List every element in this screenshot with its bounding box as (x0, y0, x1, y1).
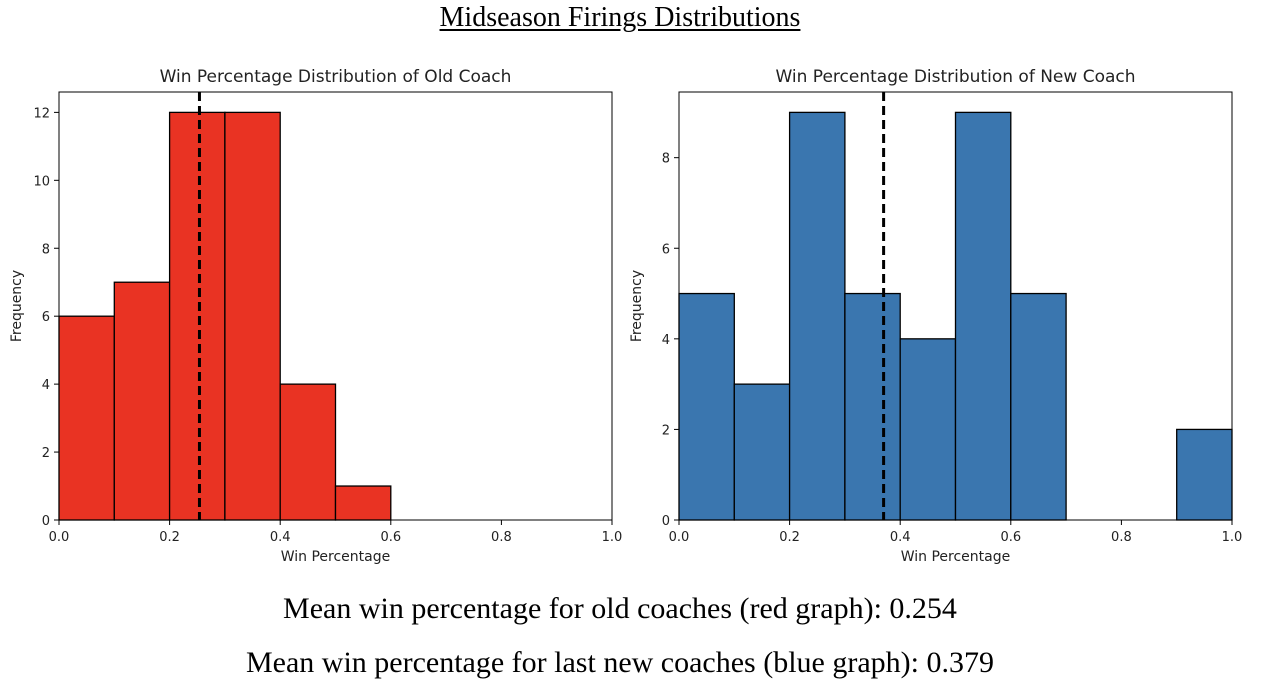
x-tick-label: 0.4 (890, 530, 911, 545)
y-tick-label: 4 (662, 333, 670, 348)
y-tick-label: 4 (42, 378, 50, 393)
x-tick-label: 0.2 (159, 530, 180, 545)
histogram-charts: 0.0 0.2 0.4 0.6 0.8 1.0 0 2 4 6 8 10 12 Win Percentag… (9, 67, 1242, 565)
y-tick-label: 0 (42, 514, 50, 529)
histogram-bar (1010, 292, 1067, 521)
x-tick-label: 0.6 (1000, 530, 1021, 545)
histogram-bar (58, 315, 115, 521)
chart-title: Win Percentage Distribution of New Coach (775, 67, 1135, 87)
chart-new: 0.0 0.2 0.4 0.6 0.8 1.0 0 2 4 6 8 Win Percentage Di… (629, 67, 1242, 565)
x-tick-label: 0.0 (49, 530, 70, 545)
x-tick-label: 0.2 (779, 530, 800, 545)
histogram-bar (678, 292, 735, 521)
histogram-bar (733, 383, 791, 521)
y-tick-label: 12 (33, 106, 50, 121)
page-title: Midseason Firings Distributions (0, 2, 1240, 34)
y-tick-label: 8 (662, 152, 670, 167)
histogram-bar (788, 111, 846, 521)
y-tick-label: 2 (662, 423, 670, 438)
caption-new-mean: Mean win percentage for last new coaches… (245, 646, 995, 679)
histogram-bar (844, 292, 901, 521)
histogram-bar (954, 111, 1012, 521)
caption-old-mean: Mean win percentage for old coaches (red… (283, 592, 957, 625)
plot-frame (678, 91, 1233, 521)
histogram-bar (168, 111, 226, 521)
x-tick-label: 0.6 (380, 530, 401, 545)
chart-title: Win Percentage Distribution of Old Coach (160, 67, 512, 87)
y-axis-label: Frequency (9, 270, 25, 342)
x-tick-label: 0.4 (270, 530, 291, 545)
y-tick-label: 2 (42, 446, 50, 461)
page-title-text: Midseason Firings Distributions (439, 2, 801, 33)
plot-frame (58, 91, 613, 521)
x-axis-label: Win Percentage (281, 549, 391, 565)
x-axis-label: Win Percentage (901, 549, 1011, 565)
y-tick-label: 8 (42, 242, 50, 257)
x-tick-label: 1.0 (1222, 530, 1243, 545)
histogram-bar (113, 281, 171, 521)
histogram-bar (334, 485, 392, 521)
y-tick-label: 10 (33, 174, 50, 189)
y-tick-label: 0 (662, 514, 670, 529)
histogram-bar (279, 383, 337, 521)
histogram-bar (899, 338, 957, 521)
histogram-bar (224, 111, 281, 521)
x-tick-label: 0.0 (669, 530, 690, 545)
y-tick-label: 6 (662, 242, 670, 257)
y-tick-label: 6 (42, 310, 50, 325)
x-tick-label: 0.8 (491, 530, 512, 545)
x-tick-label: 0.8 (1111, 530, 1132, 545)
chart-old: 0.0 0.2 0.4 0.6 0.8 1.0 0 2 4 6 8 10 12 Win Percentag… (9, 67, 622, 565)
histogram-bar (1176, 428, 1233, 521)
x-tick-label: 1.0 (602, 530, 623, 545)
y-axis-label: Frequency (629, 270, 645, 342)
